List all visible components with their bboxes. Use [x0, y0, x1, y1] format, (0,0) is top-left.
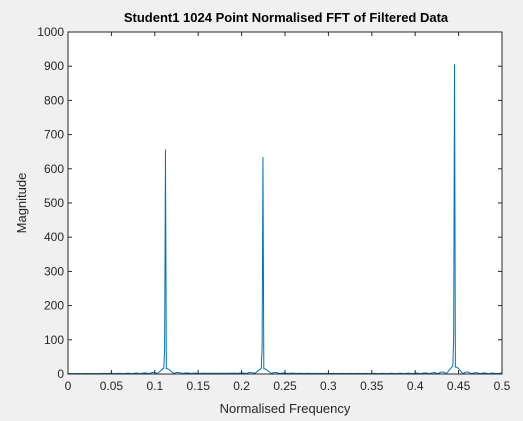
y-tick-label: 700	[44, 128, 64, 142]
x-tick-label: 0.3	[320, 379, 337, 393]
y-axis-label: Magnitude	[14, 173, 29, 234]
x-tick-label: 0.1	[146, 379, 163, 393]
x-tick-label: 0.25	[273, 379, 297, 393]
y-tick-label: 500	[44, 196, 64, 210]
y-tick-label: 100	[44, 333, 64, 347]
x-tick-label: 0.15	[187, 379, 211, 393]
y-tick-label: 800	[44, 93, 64, 107]
y-tick-label: 600	[44, 162, 64, 176]
x-axis-ticks: 0 0.05 0.1 0.15 0.2 0.25 0.3 0.35 0.4 0.45 0.5	[65, 32, 511, 393]
y-tick-label: 400	[44, 230, 64, 244]
y-tick-label: 200	[44, 299, 64, 313]
chart-title: Student1 1024 Point Normalised FFT of Fi…	[124, 10, 449, 25]
x-tick-label: 0	[65, 379, 72, 393]
x-tick-label: 0.2	[233, 379, 250, 393]
x-tick-label: 0.05	[100, 379, 124, 393]
y-tick-label: 0	[57, 367, 64, 381]
x-axis-label: Normalised Frequency	[220, 401, 351, 416]
plot-area	[68, 32, 502, 374]
x-tick-label: 0.35	[360, 379, 384, 393]
x-tick-label: 0.45	[447, 379, 471, 393]
y-tick-label: 1000	[37, 25, 64, 39]
y-tick-label: 300	[44, 264, 64, 278]
x-tick-label: 0.5	[494, 379, 511, 393]
y-tick-label: 900	[44, 59, 64, 73]
y-axis-ticks: 0 100 200 300 400 500 600 700 800 900 1000	[37, 25, 502, 381]
x-tick-label: 0.4	[407, 379, 424, 393]
